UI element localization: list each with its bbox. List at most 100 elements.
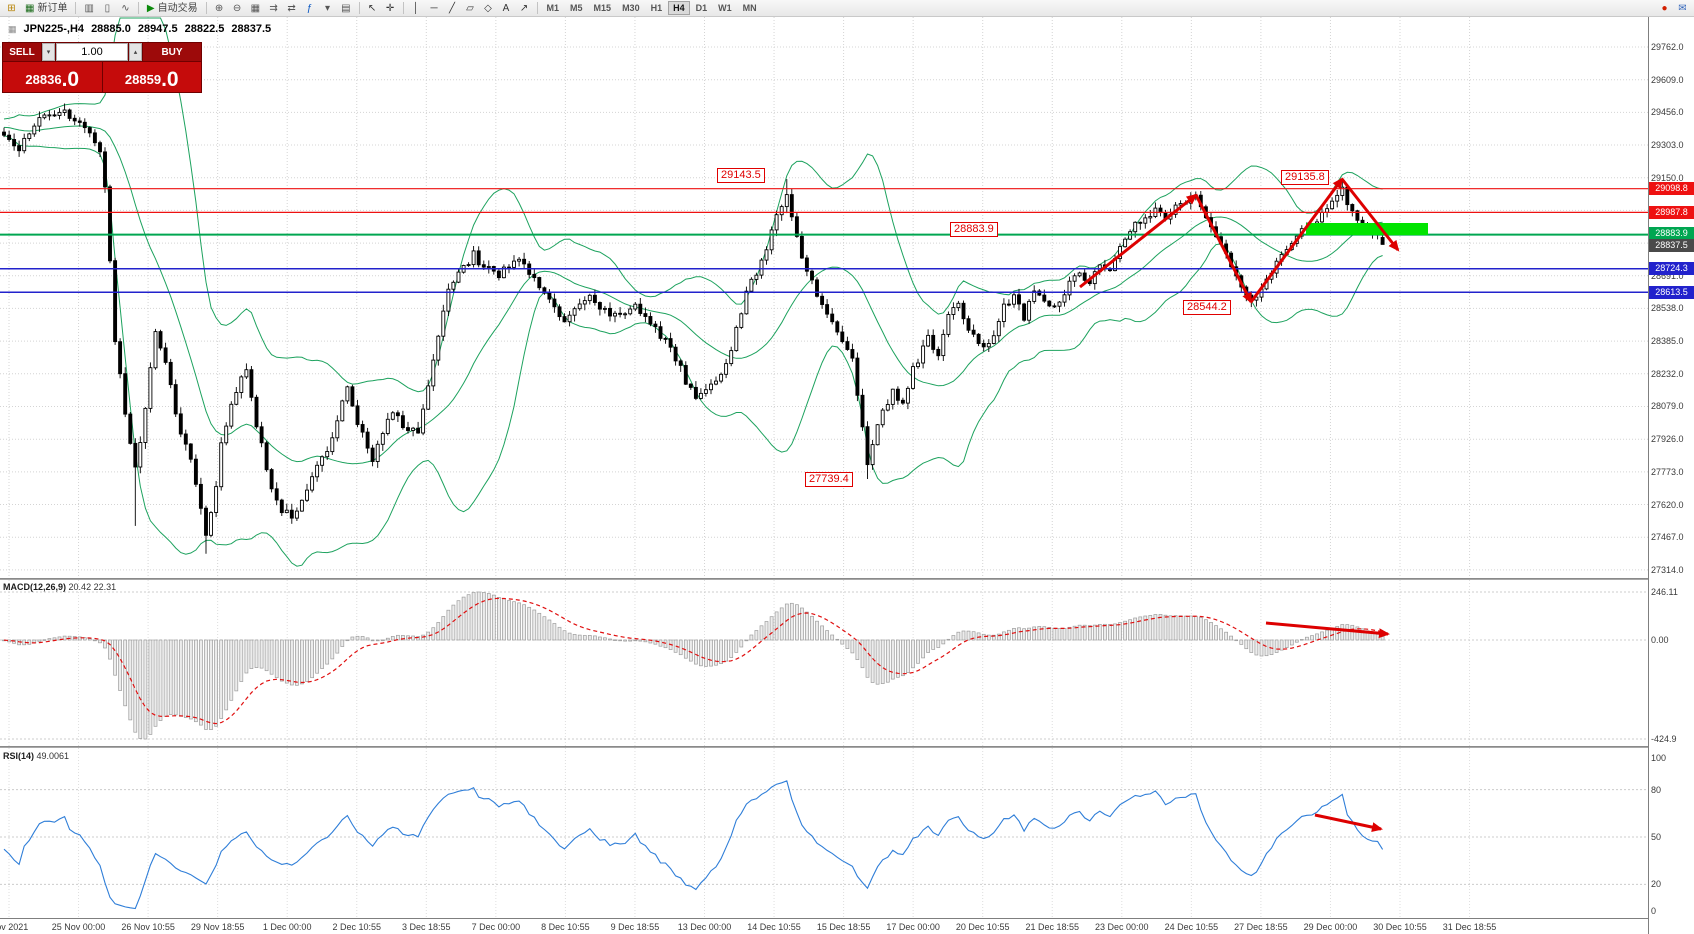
macd-trend-arrow[interactable]	[1265, 621, 1390, 639]
macd-scale-label: 0.00	[1651, 635, 1669, 645]
price-axis-label: 28691.0	[1651, 270, 1684, 281]
sell-price-button[interactable]: 28836 .0	[3, 62, 102, 92]
macd-panel[interactable]	[0, 580, 1648, 746]
trendline-icon[interactable]: ╱	[444, 1, 461, 16]
rsi-panel[interactable]	[0, 748, 1648, 918]
price-tag-28883.9: 28883.9	[1649, 227, 1694, 241]
indicators-icon[interactable]: ƒ	[301, 1, 318, 16]
tile-windows-icon[interactable]: ▦	[247, 1, 264, 16]
volume-increase-button[interactable]: ▴	[129, 43, 142, 61]
volume-decrease-button[interactable]: ▾	[42, 43, 55, 61]
chart-candles-icon[interactable]: ▯	[99, 1, 116, 16]
panel-splitter-macd[interactable]	[0, 578, 1694, 580]
new-order-button-label: 新订单	[37, 2, 68, 14]
rsi-scale-label: 80	[1651, 785, 1662, 795]
text-icon[interactable]: A	[498, 1, 515, 16]
price-axis-label: 27926.0	[1651, 434, 1684, 445]
timeframes-menu-icon[interactable]: ▾	[319, 1, 336, 16]
chart-shift-icon[interactable]: ⇄	[283, 1, 300, 16]
buy-price-main: 28859	[124, 72, 162, 87]
timeframe-m30-button[interactable]: M30	[622, 3, 640, 13]
rsi-name: RSI(14)	[3, 751, 35, 761]
channel-icon[interactable]: ▱	[462, 1, 479, 16]
time-axis-label: 26 Nov 10:55	[121, 922, 175, 932]
time-axis-label: 23 Dec 00:00	[1095, 922, 1149, 932]
rsi-indicator-label: RSI(14) 49.0061	[3, 751, 69, 761]
timeframe-h1-button[interactable]: H1	[650, 3, 663, 13]
macd-indicator-label: MACD(12,26,9) 20.42 22.31	[3, 582, 116, 592]
rsi-scale-label: 0	[1651, 906, 1657, 916]
chart-bars-icon: ▥	[84, 2, 94, 14]
cursor-icon[interactable]: ↖	[364, 1, 381, 16]
trend-zigzag-arrows[interactable]	[1079, 177, 1400, 304]
time-axis-label: 13 Dec 00:00	[677, 922, 732, 932]
new-order-button[interactable]: ▦ 新订单	[21, 1, 71, 16]
zoom-out-icon[interactable]: ⊖	[229, 1, 246, 16]
time-axis-label: 2 Dec 10:55	[332, 922, 382, 932]
alerts-icon[interactable]: ●	[1656, 1, 1673, 16]
time-axis-label: 24 Dec 10:55	[1164, 922, 1219, 932]
volume-input[interactable]: 1.00	[56, 43, 128, 61]
price-annotation-27739.4[interactable]: 27739.4	[805, 472, 853, 487]
auto-scroll-icon: ⇉	[269, 2, 278, 14]
timeframe-m15-button[interactable]: M15	[593, 3, 612, 13]
toolbar-separator	[205, 2, 207, 14]
buy-price-button[interactable]: 28859 .0	[102, 62, 201, 92]
macd-scale-label: -424.9	[1651, 734, 1677, 744]
timeframe-m1-button[interactable]: M1	[546, 3, 560, 13]
vertical-line-icon: │	[412, 2, 420, 14]
price-tag-28724.3: 28724.3	[1649, 262, 1694, 276]
timeframe-mn-button[interactable]: MN	[742, 3, 757, 13]
panel-splitter-rsi[interactable]	[0, 746, 1694, 748]
crosshair-icon[interactable]: ✛	[382, 1, 399, 16]
chart-line-icon[interactable]: ∿	[117, 1, 134, 16]
macd-scale-label: 246.11	[1651, 587, 1678, 597]
new-order-icon: ▦	[25, 2, 35, 14]
horizontal-line-icon: ─	[430, 2, 438, 14]
price-annotation-28544.2[interactable]: 28544.2	[1183, 300, 1231, 315]
sell-button[interactable]: SELL	[3, 43, 41, 61]
vertical-line-icon[interactable]: │	[408, 1, 425, 16]
timeframe-d1-button[interactable]: D1	[695, 3, 708, 13]
price-axis-label: 29456.0	[1651, 107, 1684, 118]
price-axis-label: 27467.0	[1651, 532, 1684, 543]
price-axis[interactable]	[1648, 17, 1694, 934]
auto-scroll-icon[interactable]: ⇉	[265, 1, 282, 16]
text-icon: A	[502, 2, 510, 14]
toolbar-buttons: ⊞ ▦ 新订单 ▥ ▯ ∿ ▶ 自动交易 ⊕ ⊖ ▦ ⇉ ⇄ ƒ ▾ ▤ ↖ ✛ │ ─ ╱ ▱ ◇ A ↗ M1 M5 M15 M30…	[3, 1, 762, 16]
templates-icon[interactable]: ▤	[337, 1, 354, 16]
price-annotation-28883.9[interactable]: 28883.9	[950, 222, 998, 237]
timeframe-h4-button[interactable]: H4	[668, 1, 690, 15]
rsi-scale-label: 50	[1651, 832, 1662, 842]
price-annotation-29143.5[interactable]: 29143.5	[717, 168, 765, 183]
rsi-line	[3, 780, 1384, 910]
mailbox-icon[interactable]: ✉	[1674, 1, 1691, 16]
symbol-name: JPN225-,H4	[23, 23, 85, 35]
shapes-icon[interactable]: ◇	[480, 1, 497, 16]
rsi-trend-arrow[interactable]	[1314, 813, 1383, 833]
timeframe-m5-button[interactable]: M5	[570, 3, 583, 13]
chart-bars-icon[interactable]: ▥	[80, 1, 97, 16]
buy-button[interactable]: BUY	[143, 43, 201, 61]
timeframe-w1-button[interactable]: W1	[718, 3, 732, 13]
highlight-rectangle[interactable]	[1306, 223, 1428, 235]
time-axis[interactable]: Nov 2021 25 Nov 00:00 26 Nov 10:55 29 Nov 1…	[0, 918, 1648, 934]
rsi-scale-label: 20	[1651, 879, 1662, 889]
time-axis-label: 29 Nov 18:55	[190, 922, 245, 932]
horizontal-line-icon[interactable]: ─	[426, 1, 443, 16]
tile-windows-icon: ▦	[250, 2, 261, 14]
main-chart[interactable]	[0, 17, 1648, 578]
autotrading-button[interactable]: ▶ 自动交易	[143, 1, 202, 16]
shapes-icon: ◇	[484, 2, 492, 14]
chart-line-icon: ∿	[121, 2, 130, 14]
arrows-icon[interactable]: ↗	[516, 1, 533, 16]
templates-icon: ▤	[341, 2, 351, 14]
toolbar-separator	[358, 2, 360, 14]
price-annotation-29135.8[interactable]: 29135.8	[1281, 170, 1329, 185]
zoom-in-icon[interactable]: ⊕	[211, 1, 228, 16]
terminal-icon[interactable]: ⊞	[3, 1, 20, 16]
toolbar-separator	[75, 2, 77, 14]
price-tag-29098.8: 29098.8	[1649, 182, 1694, 196]
price-axis-label: 27773.0	[1651, 466, 1684, 477]
